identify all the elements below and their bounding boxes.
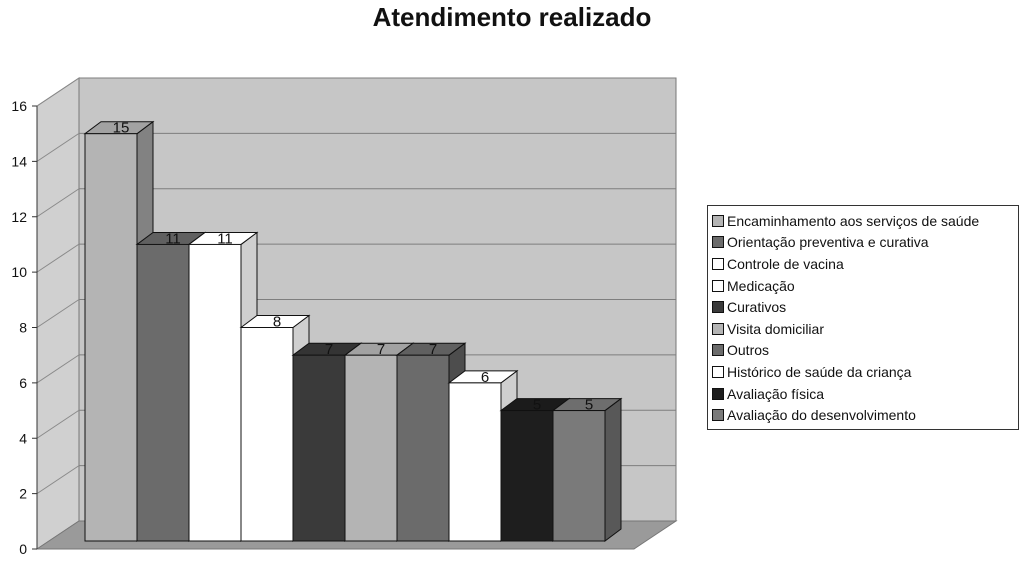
legend-item: Visita domiciliar (712, 318, 1018, 340)
bar (292, 354, 346, 542)
data-label: 5 (585, 397, 593, 414)
chart-legend: Encaminhamento aos serviços de saúde Orie… (707, 205, 1019, 430)
y-tick-label: 4 (19, 430, 27, 446)
legend-label: Outros (727, 342, 770, 359)
y-tick-label: 14 (11, 153, 27, 169)
legend-label: Avaliação do desenvolvimento (727, 407, 916, 424)
legend-item: Controle de vacina (712, 253, 1018, 275)
y-tick-label: 12 (11, 209, 27, 225)
legend-swatch (712, 387, 724, 400)
legend-label: Orientação preventiva e curativa (727, 234, 929, 251)
data-label: 8 (273, 314, 281, 331)
legend-item: Medicação (712, 275, 1018, 297)
legend-swatch (712, 365, 724, 378)
gridline-side (36, 465, 80, 495)
bar-side (604, 397, 622, 542)
legend-item: Outros (712, 340, 1018, 362)
gridline-side (36, 77, 80, 107)
legend-swatch (712, 344, 724, 357)
y-tick-label: 8 (19, 320, 27, 336)
legend-label: Controle de vacina (727, 255, 844, 272)
gridline-side (36, 299, 80, 328)
bar (188, 243, 242, 542)
bar (344, 354, 398, 542)
legend-label: Medicação (727, 277, 795, 294)
data-label: 5 (533, 397, 541, 414)
bar (448, 382, 502, 542)
y-tick-label: 2 (19, 486, 27, 502)
legend-swatch (712, 236, 724, 249)
gridline-side (36, 409, 80, 439)
gridline-side (36, 188, 80, 218)
data-label: 7 (377, 341, 385, 358)
legend-item: Histórico de saúde da criança (712, 361, 1018, 383)
data-label: 7 (429, 341, 437, 358)
data-label: 6 (481, 369, 489, 386)
data-label: 11 (165, 230, 181, 247)
data-label: 15 (113, 120, 130, 137)
y-tick-label: 16 (11, 98, 27, 114)
legend-swatch (712, 257, 724, 270)
chart-title: Atendimento realizado (372, 2, 652, 32)
gridline-side (36, 243, 80, 273)
gridline-side (36, 132, 80, 162)
bar (240, 327, 294, 542)
bar (500, 410, 554, 542)
legend-swatch (712, 214, 724, 227)
y-tick-label: 6 (19, 375, 27, 391)
bar (136, 243, 190, 542)
gridline-side (36, 354, 80, 384)
legend-swatch (712, 279, 724, 292)
legend-label: Encaminhamento aos serviços de saúde (727, 212, 980, 229)
y-tick-label: 10 (11, 264, 27, 280)
legend-item: Curativos (712, 296, 1018, 318)
legend-item: Orientação preventiva e curativa (712, 232, 1018, 254)
data-label: 7 (325, 341, 333, 358)
legend-swatch (712, 409, 724, 422)
bar (396, 354, 450, 542)
legend-label: Histórico de saúde da criança (727, 363, 912, 380)
bar (84, 133, 138, 542)
legend-label: Visita domiciliar (727, 320, 824, 337)
y-tick-label: 0 (19, 541, 27, 557)
data-label: 11 (217, 230, 233, 247)
legend-item: Avaliação física (712, 383, 1018, 405)
legend-label: Avaliação física (727, 385, 825, 402)
legend-swatch (712, 301, 724, 314)
legend-item: Avaliação do desenvolvimento (712, 404, 1018, 426)
bar (552, 410, 606, 542)
legend-label: Curativos (727, 299, 787, 316)
legend-item: Encaminhamento aos serviços de saúde (712, 210, 1018, 232)
legend-swatch (712, 322, 724, 335)
